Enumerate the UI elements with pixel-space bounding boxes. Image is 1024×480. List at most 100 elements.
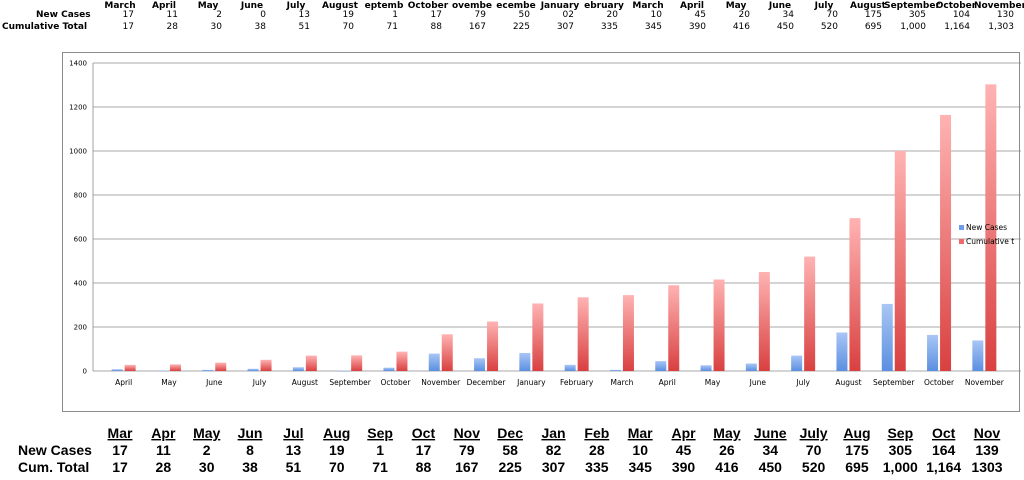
top-month-header: May [726, 1, 747, 11]
top-cumulative-cell: 1,303 [988, 22, 1014, 32]
top-data-table: New Cases Cumulative Total March April May… [2, 1, 1024, 32]
top-new-cases-cell: 20 [739, 10, 751, 20]
bar-new-cases [474, 358, 486, 371]
bottom-new-cases-cell: 13 [286, 442, 302, 458]
x-category-label: December [467, 378, 507, 387]
top-month-header: March [632, 1, 663, 11]
top-month-header: ecembe [496, 1, 535, 11]
y-axis-ticks: 0 200 400 600 800 1000 1200 1400 [69, 60, 87, 376]
top-new-cases-cell: 305 [909, 10, 926, 20]
x-category-label: September [873, 378, 915, 387]
bar-new-cases [609, 369, 621, 371]
bar-cumulative [260, 359, 272, 371]
bottom-cum-total-cell: 520 [802, 459, 826, 475]
bar-cumulative [622, 295, 634, 371]
x-category-label: November [965, 378, 1005, 387]
x-category-label: February [560, 378, 594, 387]
top-new-cases-cell: 130 [997, 10, 1014, 20]
bottom-month-header: Aug [323, 425, 350, 441]
y-tick-label: 600 [74, 236, 87, 244]
bar-cumulative [124, 364, 136, 371]
top-month-header: September [884, 1, 940, 11]
top-cumulative-cell: 335 [601, 22, 618, 32]
x-category-label: November [421, 378, 461, 387]
x-category-label: June [749, 378, 767, 387]
y-tick-label: 1200 [69, 104, 87, 112]
gridlines [92, 62, 1021, 372]
top-new-cases-cell: 1 [392, 10, 398, 20]
legend-label-new-cases: New Cases [966, 223, 1007, 232]
top-new-cases-cell: 17 [123, 10, 134, 20]
bottom-cum-total-cell: 1,000 [883, 459, 918, 475]
bar-new-cases [202, 369, 214, 371]
bottom-new-cases-cell: 45 [676, 442, 692, 458]
bottom-cum-total-cell: 51 [286, 459, 302, 475]
bar-cumulative [849, 218, 861, 371]
bottom-month-header: Nov [454, 425, 481, 441]
top-month-header: ebruary [584, 1, 624, 11]
bottom-cum-total-cell: 450 [759, 459, 783, 475]
bottom-month-header: May [713, 425, 740, 441]
bar-new-cases [292, 367, 304, 371]
bottom-new-cases-cell: 2 [203, 442, 211, 458]
bar-cumulative [215, 362, 227, 371]
top-cumulative-cell: 345 [645, 22, 662, 32]
y-tick-label: 0 [83, 368, 87, 376]
chart-area: 0 200 400 600 800 1000 1200 1400 April May June Ju… [62, 52, 1021, 412]
top-new-cases-cell: 0 [260, 10, 266, 20]
bar-cumulative [441, 334, 453, 371]
bar-new-cases [836, 332, 848, 371]
bar-cumulative [668, 285, 680, 371]
bar-new-cases [428, 353, 440, 371]
x-category-label: May [705, 378, 721, 387]
top-cumulative-cell: 17 [123, 22, 134, 32]
bottom-new-cases-cell: 10 [632, 442, 648, 458]
bottom-cum-total-cell: 30 [199, 459, 215, 475]
bottom-month-header: June [754, 425, 787, 441]
top-cumulative-cell: 520 [821, 22, 838, 32]
bottom-new-cases-cell: 11 [156, 442, 171, 458]
legend-swatch-cumulative [959, 239, 964, 244]
bar-new-cases [745, 363, 757, 371]
bottom-new-cases-cell: 26 [719, 442, 735, 458]
top-new-cases-cell: 45 [695, 10, 706, 20]
top-cumulative-cell: 38 [255, 22, 267, 32]
bottom-cum-total-cell: 17 [112, 459, 128, 475]
top-cumulative-cell: 71 [387, 22, 398, 32]
top-row-label-cumulative: Cumulative Total [2, 22, 87, 32]
bottom-new-cases-cell: 175 [845, 442, 869, 458]
top-new-cases-cell: 2 [216, 10, 222, 20]
y-tick-label: 800 [74, 192, 87, 200]
bottom-new-cases-cell: 164 [932, 442, 956, 458]
bar-cumulative [713, 279, 725, 371]
bottom-data-table: New Cases Cum. Total Mar Apr May Jun Jul Aug S… [18, 425, 1003, 475]
top-cumulative-cell: 167 [469, 22, 486, 32]
bar-new-cases [881, 303, 893, 371]
top-cumulative-cell: 450 [777, 22, 794, 32]
x-category-label: October [924, 378, 955, 387]
bottom-row-label-new-cases: New Cases [18, 442, 92, 458]
bottom-cum-total-cell: 70 [329, 459, 345, 475]
top-cumulative-cell: 51 [299, 22, 310, 32]
top-cumulative-cell: 225 [513, 22, 530, 32]
top-cumulative-cell: 1,000 [900, 22, 926, 32]
bottom-cum-total-cell: 71 [372, 459, 388, 475]
top-cumulative-cell: 416 [733, 22, 750, 32]
bars [111, 84, 997, 372]
bottom-month-header: Oct [932, 425, 956, 441]
bottom-month-header: Mar [628, 425, 653, 441]
top-month-header: July [286, 1, 306, 11]
top-new-cases-cell: 13 [299, 10, 310, 20]
y-tick-label: 1000 [69, 148, 87, 156]
bottom-new-cases-cell: 19 [329, 442, 345, 458]
bar-cumulative [894, 151, 906, 371]
bottom-cum-total-cell: 1,164 [926, 459, 961, 475]
top-new-cases-cell: 104 [953, 10, 970, 20]
x-category-label: April [659, 378, 676, 387]
bar-new-cases [156, 370, 168, 372]
top-month-header: October [408, 1, 449, 11]
bar-cumulative [396, 351, 408, 371]
legend-swatch-new-cases [959, 225, 964, 230]
bottom-month-header: Dec [497, 425, 523, 441]
legend: New Cases Cumulative t [959, 223, 1014, 246]
